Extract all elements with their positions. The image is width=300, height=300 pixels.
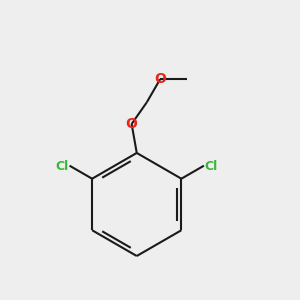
Text: Cl: Cl [56,160,69,173]
Text: Cl: Cl [205,160,218,173]
Text: O: O [126,117,138,131]
Text: O: O [154,72,166,86]
